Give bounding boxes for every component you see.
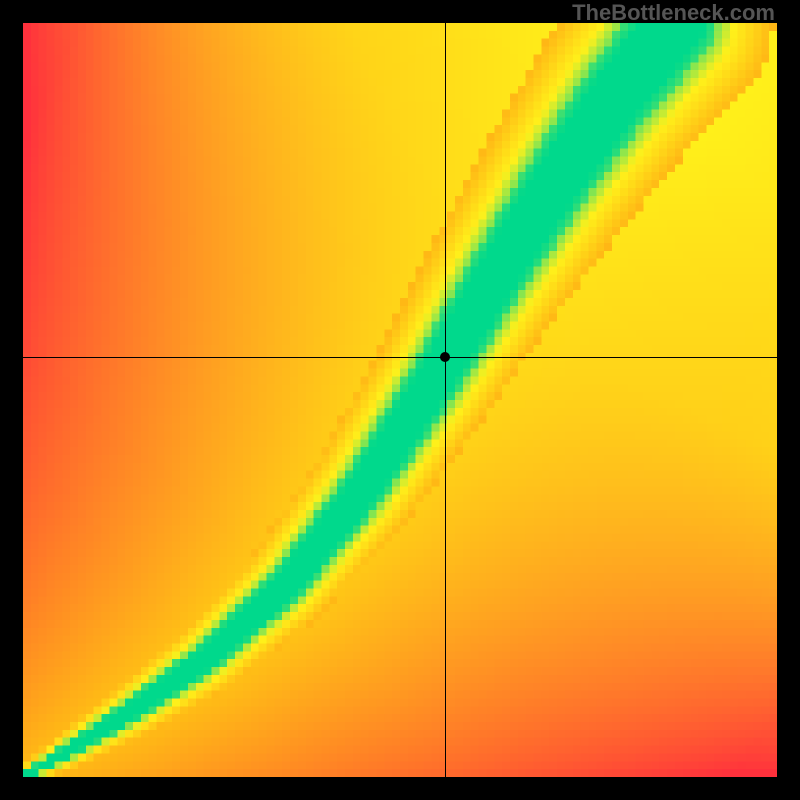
watermark-text: TheBottleneck.com [572,0,775,26]
crosshair-vertical [445,23,446,777]
crosshair-horizontal [23,357,777,358]
chart-container: TheBottleneck.com [0,0,800,800]
crosshair-marker [440,352,450,362]
bottleneck-heatmap [23,23,777,777]
